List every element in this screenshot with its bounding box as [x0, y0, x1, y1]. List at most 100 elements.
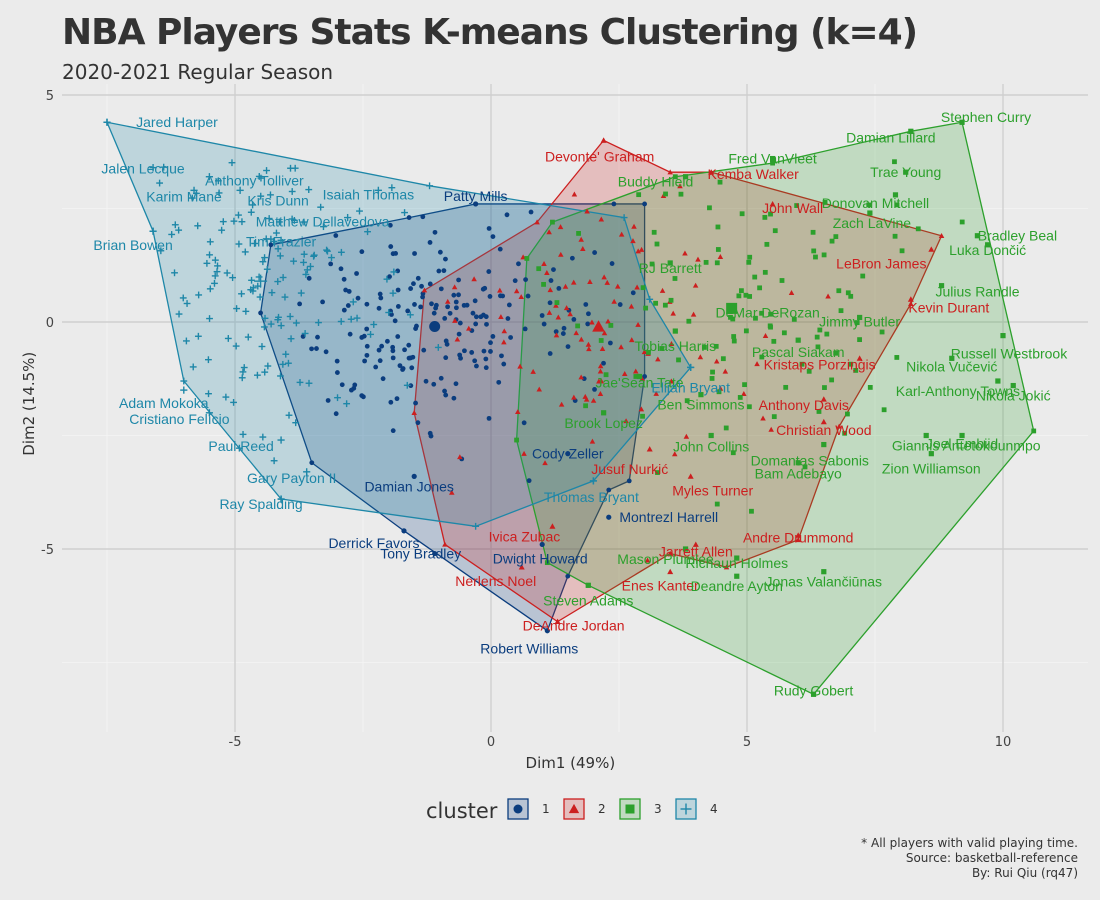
legend-label: 3	[654, 802, 662, 816]
cluster-2-labeled-point	[928, 246, 935, 252]
cluster-2-point	[768, 426, 774, 432]
cluster-1-point	[362, 358, 368, 364]
cluster-2-point	[501, 339, 507, 345]
cluster-3-labeled-point	[698, 392, 704, 398]
player-label: Ivica Zubac	[489, 528, 561, 544]
cluster-2-point	[457, 454, 463, 460]
cluster-4-labeled-point	[303, 468, 311, 476]
cluster-3-labeled-point	[795, 460, 801, 466]
cluster-3-labeled-point	[974, 233, 980, 239]
cluster-1-point	[586, 311, 591, 317]
player-label: Isaiah Thomas	[323, 186, 415, 202]
cluster-3-point	[747, 294, 753, 299]
player-label: Deandre Ayton	[691, 578, 783, 594]
cluster-2-point	[638, 246, 645, 252]
player-label: Patty Mills	[444, 188, 508, 204]
cluster-4-point	[214, 177, 222, 185]
player-label: Damian Lillard	[846, 129, 935, 145]
cluster-1-point	[483, 356, 489, 362]
cluster-1-point	[488, 340, 493, 346]
cluster-4-point	[300, 250, 308, 258]
cluster-1-point	[392, 318, 398, 324]
cluster-2-point	[644, 557, 651, 563]
cluster-3-point	[860, 273, 866, 279]
cluster-1-point	[523, 277, 529, 282]
cluster-1-hull-point	[611, 201, 617, 207]
cluster-4-point	[276, 252, 284, 260]
cluster-1-point	[451, 395, 457, 401]
player-label: Jalen Lecque	[101, 161, 185, 177]
player-label: Devonte' Graham	[545, 148, 654, 164]
cluster-2-point	[449, 489, 455, 495]
cluster-1-point	[571, 317, 577, 322]
cluster-1-point	[325, 398, 331, 403]
cluster-3-point	[678, 191, 684, 197]
cluster-3-point	[794, 203, 800, 208]
cluster-1-point	[442, 388, 447, 394]
cluster-3-point	[829, 238, 835, 244]
cluster-4-point	[238, 290, 245, 298]
cluster-2-point	[615, 283, 621, 289]
cluster-2-point	[518, 294, 524, 300]
cluster-3-labeled-point	[892, 192, 899, 198]
player-label: Kristaps Porziņģis	[764, 356, 876, 372]
cluster-3-point	[857, 337, 862, 343]
cluster-4-point	[262, 235, 270, 243]
cluster-1-point	[506, 302, 512, 308]
cluster-1-point	[451, 292, 457, 298]
cluster-3-point	[768, 211, 773, 217]
cluster-2-labeled-point	[549, 523, 556, 529]
cluster-3-point	[768, 311, 774, 317]
cluster-4-point	[211, 279, 218, 287]
cluster-3-point	[833, 234, 839, 240]
cluster-1-point	[481, 348, 487, 354]
cluster-2-point	[513, 288, 520, 294]
cluster-2-point	[590, 397, 597, 403]
cluster-1-point	[379, 343, 385, 349]
cluster-3-point	[736, 293, 742, 299]
cluster-2-point	[682, 250, 688, 256]
cluster-4-point	[270, 237, 278, 245]
cluster-1-point	[373, 364, 379, 370]
player-label: Julius Randle	[936, 284, 1020, 300]
cluster-2-point	[498, 314, 504, 320]
cluster-1-point	[456, 277, 461, 283]
cluster-1-point	[569, 255, 575, 261]
cluster-2-point	[557, 224, 564, 230]
cluster-1-point	[438, 286, 444, 292]
cluster-4-labeled-point	[103, 118, 111, 126]
cluster-1-point	[607, 340, 613, 346]
cluster-3-point	[854, 320, 860, 326]
cluster-3-point	[783, 384, 789, 390]
cluster-3-point	[714, 260, 720, 266]
cluster-1-point	[592, 250, 598, 255]
cluster-1-point	[630, 290, 636, 296]
cluster-1-point	[345, 303, 351, 308]
cluster-4-labeled-point	[687, 363, 695, 371]
cluster-1-point	[359, 393, 365, 399]
cluster-3-point	[771, 414, 777, 420]
player-label: Brook Lopez	[564, 415, 643, 431]
cluster-1-point	[334, 358, 340, 364]
cluster-4-point	[248, 276, 255, 284]
cluster-2-point	[584, 208, 590, 214]
cluster-1-point	[487, 294, 493, 299]
cluster-3-point	[848, 293, 854, 299]
player-label: Karl-Anthony Towns	[896, 383, 1020, 399]
cluster-4-point	[206, 238, 214, 246]
cluster-2-point	[677, 183, 683, 189]
player-label: Christian Wood	[776, 422, 871, 438]
cluster-1-labeled-point	[565, 451, 571, 457]
cluster-1-labeled-point	[539, 541, 545, 548]
cluster-4-labeled-point	[190, 186, 198, 194]
cluster-3-point	[845, 411, 850, 417]
cluster-1-point	[320, 299, 325, 305]
cluster-2-labeled-point	[769, 200, 776, 207]
cluster-3-point	[894, 202, 900, 208]
cluster-3-labeled-point	[928, 451, 934, 457]
cluster-3-point	[845, 290, 851, 296]
cluster-4-point	[305, 379, 313, 387]
cluster-4-point	[288, 215, 296, 223]
player-label: Zion Williamson	[882, 461, 981, 477]
chart-title: NBA Players Stats K-means Clustering (k=…	[62, 12, 918, 53]
